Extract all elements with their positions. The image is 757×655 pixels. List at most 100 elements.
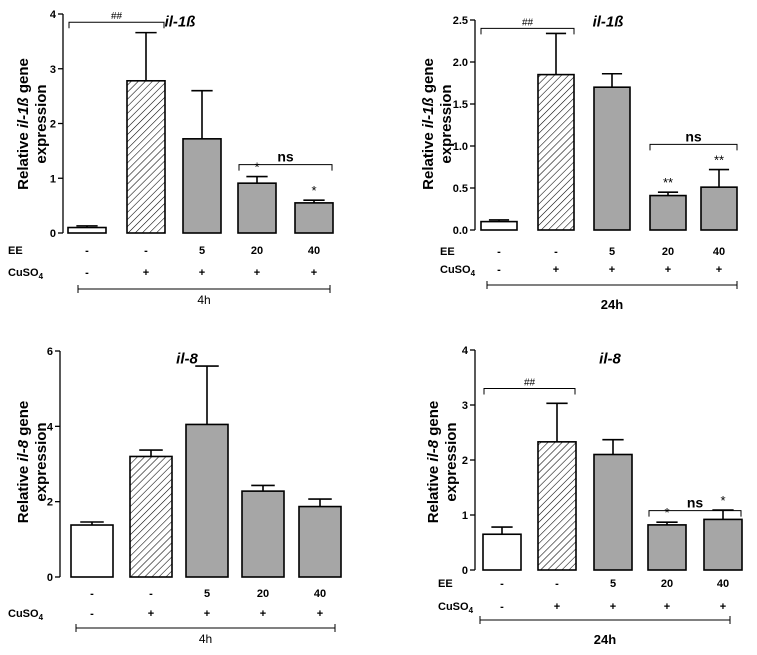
bar-cuso4-ee5 [593, 453, 633, 571]
y-axis-label: Relative il-1ß geneexpression [15, 58, 50, 190]
bar-control [482, 533, 522, 571]
ee-value: - [497, 246, 501, 258]
cuso4-value: - [497, 264, 501, 276]
cuso4-value: + [716, 264, 722, 276]
cuso4-value: + [609, 264, 615, 276]
cuso4-value: + [554, 601, 560, 613]
y-tick-label: 2 [462, 455, 468, 467]
bar-cuso4-ee20 [241, 490, 285, 578]
cuso4-value: + [664, 601, 670, 613]
ee-value: 20 [661, 578, 673, 590]
cuso4-value: + [311, 267, 317, 279]
significance-star: * [720, 493, 725, 508]
y-axis-label-line1: Relative il-1ß gene [15, 58, 32, 190]
bar-cuso4-ee5 [185, 423, 229, 578]
significance-star: ** [663, 175, 673, 190]
ee-value: 40 [717, 578, 729, 590]
cuso4-value: + [254, 267, 260, 279]
ee-value: - [500, 578, 504, 590]
cuso4-value: + [610, 601, 616, 613]
panel-il1b-4h: il-1ß Relative il-1ß geneexpression 0 1 2 3 4 #… [8, 9, 334, 307]
ee-value: 20 [251, 245, 263, 257]
y-tick-label: 4 [462, 345, 469, 357]
ee-row-label: EE [8, 245, 23, 257]
chart-title: il-8 [176, 350, 198, 367]
ee-value: 5 [610, 578, 616, 590]
significance-label: ## [522, 17, 534, 28]
significance-bracket [483, 388, 576, 395]
bar-cuso4-ee5 [182, 138, 222, 234]
cuso4-value: + [317, 608, 323, 620]
significance-star: * [254, 160, 259, 175]
panel-il8-4h: il-8 Relative il-8 geneexpression 0 2 4 6 CuSO… [8, 346, 342, 646]
y-tick-label: 2.0 [453, 57, 468, 69]
time-bracket [486, 281, 738, 289]
ee-value: - [149, 588, 153, 600]
y-tick-label: 0 [462, 565, 468, 577]
bar-cuso4-ee40 [700, 186, 738, 231]
y-tick-label: 2 [50, 119, 56, 131]
y-tick-label: 3 [50, 64, 56, 76]
time-bracket [77, 285, 331, 293]
bar-cuso4-ee5 [593, 86, 631, 231]
y-axis-label: Relative il-8 geneexpression [425, 401, 460, 524]
bar-cuso4-ee20 [647, 524, 687, 571]
chart-title: il-1ß [165, 13, 196, 30]
y-tick-label: 4 [50, 9, 57, 21]
ee-value: 20 [662, 246, 674, 258]
y-axis-label-line2: expression [438, 84, 455, 163]
bar-cuso4 [537, 441, 577, 571]
y-tick-label: 2 [47, 497, 53, 509]
time-label: 24h [594, 632, 616, 647]
cuso4-value: + [720, 601, 726, 613]
y-tick-label: 4 [47, 421, 54, 433]
y-tick-label: 1 [50, 173, 56, 185]
time-bracket [75, 624, 336, 632]
cuso4-value: + [665, 264, 671, 276]
ee-row-label: EE [438, 578, 453, 590]
ee-value: - [555, 578, 559, 590]
significance-bracket [649, 143, 738, 151]
ee-value: - [90, 588, 94, 600]
significance-star: ** [714, 153, 724, 168]
ee-value: 20 [257, 588, 269, 600]
panel-il8-24h: il-8 Relative il-8 geneexpression 0 1 2 3 4 ## n… [425, 345, 743, 647]
significance-label: ## [111, 11, 123, 22]
ee-value: - [85, 245, 89, 257]
significance-label: ns [687, 495, 704, 511]
cuso4-row-label: CuSO4 [440, 264, 476, 278]
significance-label: ns [277, 149, 294, 165]
ee-value: 40 [314, 588, 326, 600]
y-tick-label: 0 [47, 572, 53, 584]
ee-value: 5 [199, 245, 205, 257]
y-axis-label: Relative il-8 geneexpression [15, 401, 50, 524]
bar-cuso4-ee40 [294, 202, 334, 234]
y-axis-label-line1: Relative il-8 gene [425, 401, 442, 524]
bar-cuso4-ee20 [649, 194, 687, 231]
significance-bracket [648, 510, 742, 517]
y-tick-label: 0.0 [453, 225, 468, 237]
y-axis-label-line2: expression [33, 84, 50, 163]
y-tick-label: 1.5 [453, 99, 468, 111]
y-axis-label-line2: expression [33, 422, 50, 501]
time-label: 24h [601, 297, 623, 312]
panel-il1b-24h: il-1ß Relative il-1ß geneexpression 0.0 0.5… [420, 13, 738, 312]
y-tick-label: 2.5 [453, 15, 468, 27]
cuso4-row-label: CuSO4 [8, 267, 44, 281]
significance-bracket [238, 164, 333, 171]
significance-bracket [480, 27, 575, 35]
significance-bracket [68, 21, 165, 29]
cuso4-row-label: CuSO4 [438, 601, 474, 615]
chart-title: il-8 [599, 350, 621, 367]
cuso4-value: + [199, 267, 205, 279]
y-axis-label: Relative il-1ß geneexpression [420, 58, 455, 190]
cuso4-value: + [148, 608, 154, 620]
significance-label: ns [685, 128, 702, 144]
chart-title: il-1ß [593, 13, 624, 30]
bar-cuso4 [537, 73, 575, 231]
bar-cuso4-ee40 [298, 505, 342, 578]
ee-value: 40 [308, 245, 320, 257]
ee-value: - [144, 245, 148, 257]
ee-value: 5 [204, 588, 210, 600]
